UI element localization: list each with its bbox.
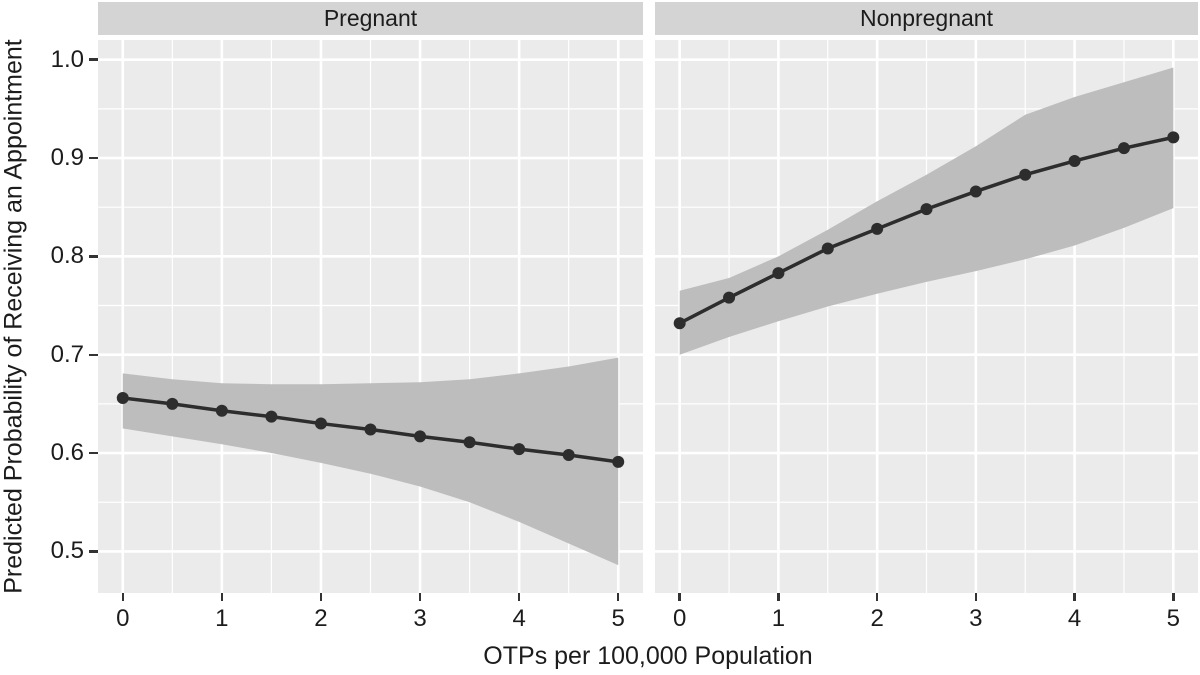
data-point <box>414 430 427 443</box>
data-point <box>673 317 686 330</box>
x-tick <box>121 593 124 601</box>
x-tick <box>678 593 681 601</box>
data-point <box>920 203 933 216</box>
data-point <box>969 185 982 198</box>
panel-pregnant <box>98 40 643 593</box>
data-point <box>772 267 785 280</box>
data-point <box>314 417 327 430</box>
y-tick-label: 0.8 <box>50 242 84 270</box>
x-tick <box>517 593 521 601</box>
y-tick-label: 0.6 <box>50 439 84 467</box>
data-point <box>821 242 834 255</box>
data-point <box>364 423 377 436</box>
x-tick <box>220 593 224 601</box>
data-point <box>116 391 129 404</box>
x-tick <box>418 593 422 601</box>
facet-strip-nonpregnant: Nonpregnant <box>655 2 1198 35</box>
y-tick <box>89 353 98 356</box>
x-tick-label: 4 <box>512 605 526 632</box>
x-axis-title: OTPs per 100,000 Population <box>483 642 813 670</box>
x-tick-label: 1 <box>215 605 229 632</box>
x-tick <box>777 593 780 601</box>
facet-label-pregnant: Pregnant <box>323 5 418 31</box>
facet-strip-pregnant: Pregnant <box>98 2 643 35</box>
data-point <box>562 449 575 462</box>
x-tick <box>1073 593 1076 601</box>
y-tick-label: 0.7 <box>50 340 84 368</box>
facet-label-nonpregnant: Nonpregnant <box>860 5 993 31</box>
x-tick-label: 0 <box>672 605 687 632</box>
y-tick-label: 1.0 <box>50 45 84 73</box>
y-tick <box>89 58 98 61</box>
data-point <box>871 222 884 235</box>
data-point <box>612 455 625 468</box>
x-tick-label: 3 <box>969 605 983 632</box>
facet-plot-area <box>655 40 1198 593</box>
y-tick <box>89 156 98 160</box>
data-point <box>1167 131 1180 144</box>
x-tick-label: 5 <box>1166 605 1180 632</box>
x-tick <box>974 593 978 601</box>
data-point <box>463 436 476 449</box>
data-point <box>265 410 278 423</box>
facet-plot-area <box>98 40 643 593</box>
y-tick <box>89 550 98 553</box>
x-tick-label: 0 <box>116 605 130 632</box>
data-point <box>1019 168 1032 181</box>
x-tick-label: 2 <box>314 605 328 632</box>
x-tick-label: 4 <box>1067 605 1082 632</box>
y-tick-label: 0.5 <box>50 537 84 565</box>
data-point <box>166 397 179 410</box>
x-tick-label: 3 <box>413 605 427 632</box>
data-point <box>1068 154 1081 167</box>
data-point <box>215 404 228 417</box>
panel-nonpregnant <box>655 40 1198 593</box>
x-tick-label: 5 <box>611 605 625 632</box>
x-tick-label: 1 <box>771 605 786 632</box>
y-tick <box>89 451 98 455</box>
data-point <box>1117 142 1130 155</box>
x-tick <box>617 593 620 601</box>
x-tick <box>1172 593 1175 601</box>
y-tick-label: 0.9 <box>50 144 84 171</box>
confidence-ribbon <box>122 357 619 566</box>
x-tick <box>875 593 879 601</box>
y-tick <box>89 255 98 258</box>
x-tick-label: 2 <box>870 605 884 632</box>
data-point <box>513 443 526 456</box>
x-tick <box>319 593 323 601</box>
data-point <box>723 291 736 304</box>
